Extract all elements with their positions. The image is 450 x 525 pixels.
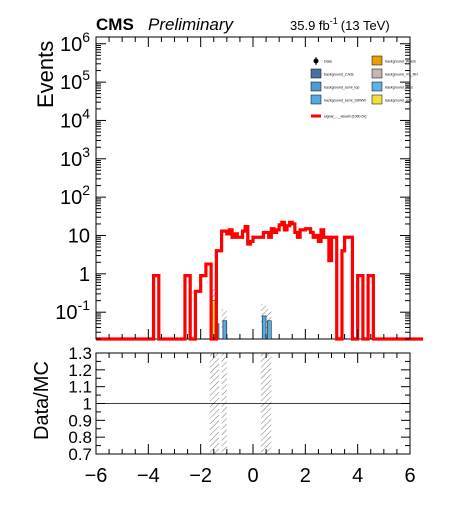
ratio-x-tick-label: 0 xyxy=(247,465,258,487)
y-tick-label: 103 xyxy=(60,144,90,171)
y-tick-mantissa: 10 xyxy=(60,149,82,171)
legend-label: background_VV_RH xyxy=(385,73,418,77)
background-bar xyxy=(267,320,272,340)
lumi-value: 35.9 fb xyxy=(290,18,330,33)
ratio-x-tick-label: 6 xyxy=(404,465,415,487)
y-tick-mantissa: 10 xyxy=(60,187,82,209)
main-y-axis-label: Events xyxy=(33,41,58,108)
y-tick-mantissa: 10 xyxy=(60,34,82,56)
ratio-y-tick-label: 1.3 xyxy=(68,344,92,363)
y-tick-label: 102 xyxy=(60,182,90,209)
legend-label: background_semi_top xyxy=(324,86,359,90)
legend-label: Data xyxy=(324,60,332,64)
legend-swatch xyxy=(371,55,383,66)
lumi-label: 35.9 fb-1 (13 TeV) xyxy=(290,16,390,33)
y-tick-label: 106 xyxy=(60,29,90,56)
ratio-y-tick-label: 0.7 xyxy=(68,445,92,464)
ratio-y-axis-label: Data/MC xyxy=(31,361,53,440)
legend-label: background_WJets xyxy=(385,60,416,64)
y-tick-exponent: 6 xyxy=(82,29,90,45)
legend-label: background_ZJets xyxy=(324,73,354,77)
y-tick-label: 10-1 xyxy=(55,297,90,324)
legend-swatch xyxy=(371,94,383,105)
y-tick-exponent: 4 xyxy=(82,105,90,121)
y-tick-label: 105 xyxy=(60,67,90,94)
lumi-exponent: -1 xyxy=(330,16,338,26)
legend-label: background_semi_SSWW xyxy=(324,99,367,103)
y-tick-exponent: 5 xyxy=(82,67,90,83)
ratio-y-tick-label: 1.2 xyxy=(68,361,92,380)
ratio-x-tick-label: −2 xyxy=(189,465,212,487)
y-tick-label: 104 xyxy=(60,105,90,132)
ratio-y-tick-label: 1.1 xyxy=(68,378,92,397)
status-label: Preliminary xyxy=(148,15,235,34)
main-x-axis xyxy=(95,37,411,339)
background-bar xyxy=(222,320,228,340)
signal-histogram xyxy=(96,220,424,341)
legend-swatch xyxy=(371,68,383,79)
y-tick-mantissa: 10 xyxy=(55,302,77,324)
ratio-x-axis: −6 −4 −2 0 2 4 6 xyxy=(85,353,416,487)
y-tick-mantissa: 1 xyxy=(79,264,90,286)
uncertainty-band xyxy=(260,304,267,324)
ratio-y-axis: 0.70.80.911.11.21.3 xyxy=(68,344,410,464)
ratio-x-tick-label: −4 xyxy=(137,465,160,487)
energy-label: (13 TeV) xyxy=(341,18,390,33)
ratio-pad: 0.70.80.911.11.21.3 −6 −4 −2 0 2 4 6 Data/MC xyxy=(31,344,416,487)
legend-swatch xyxy=(310,68,322,79)
y-tick-mantissa: 10 xyxy=(60,110,82,132)
y-tick-label: 10 xyxy=(68,225,90,247)
y-tick-exponent: 3 xyxy=(82,144,90,160)
y-tick-label: 1 xyxy=(79,264,90,286)
ratio-x-tick-label: −6 xyxy=(85,465,108,487)
signal-line xyxy=(96,220,424,341)
ratio-y-tick-label: 0.8 xyxy=(68,428,92,447)
y-tick-mantissa: 10 xyxy=(60,72,82,94)
legend-swatch xyxy=(310,81,322,92)
y-tick-exponent: -1 xyxy=(78,297,91,313)
legend-swatch xyxy=(371,81,383,92)
ratio-x-tick-label: 2 xyxy=(300,465,311,487)
ratio-y-tick-label: 0.9 xyxy=(68,411,92,430)
legend-label: signal_..._vbswh [1000.0x] xyxy=(324,115,366,119)
y-tick-exponent: 2 xyxy=(82,182,90,198)
ratio-y-tick-label: 1 xyxy=(83,395,92,414)
legend-label: background_qcd xyxy=(385,99,412,103)
background-bar xyxy=(261,315,267,340)
legend-label: background_Wss xyxy=(385,86,413,90)
legend-swatch xyxy=(310,94,322,105)
experiment-label: CMS xyxy=(96,15,134,34)
ratio-x-tick-label: 4 xyxy=(352,465,363,487)
y-tick-mantissa: 10 xyxy=(68,225,90,247)
